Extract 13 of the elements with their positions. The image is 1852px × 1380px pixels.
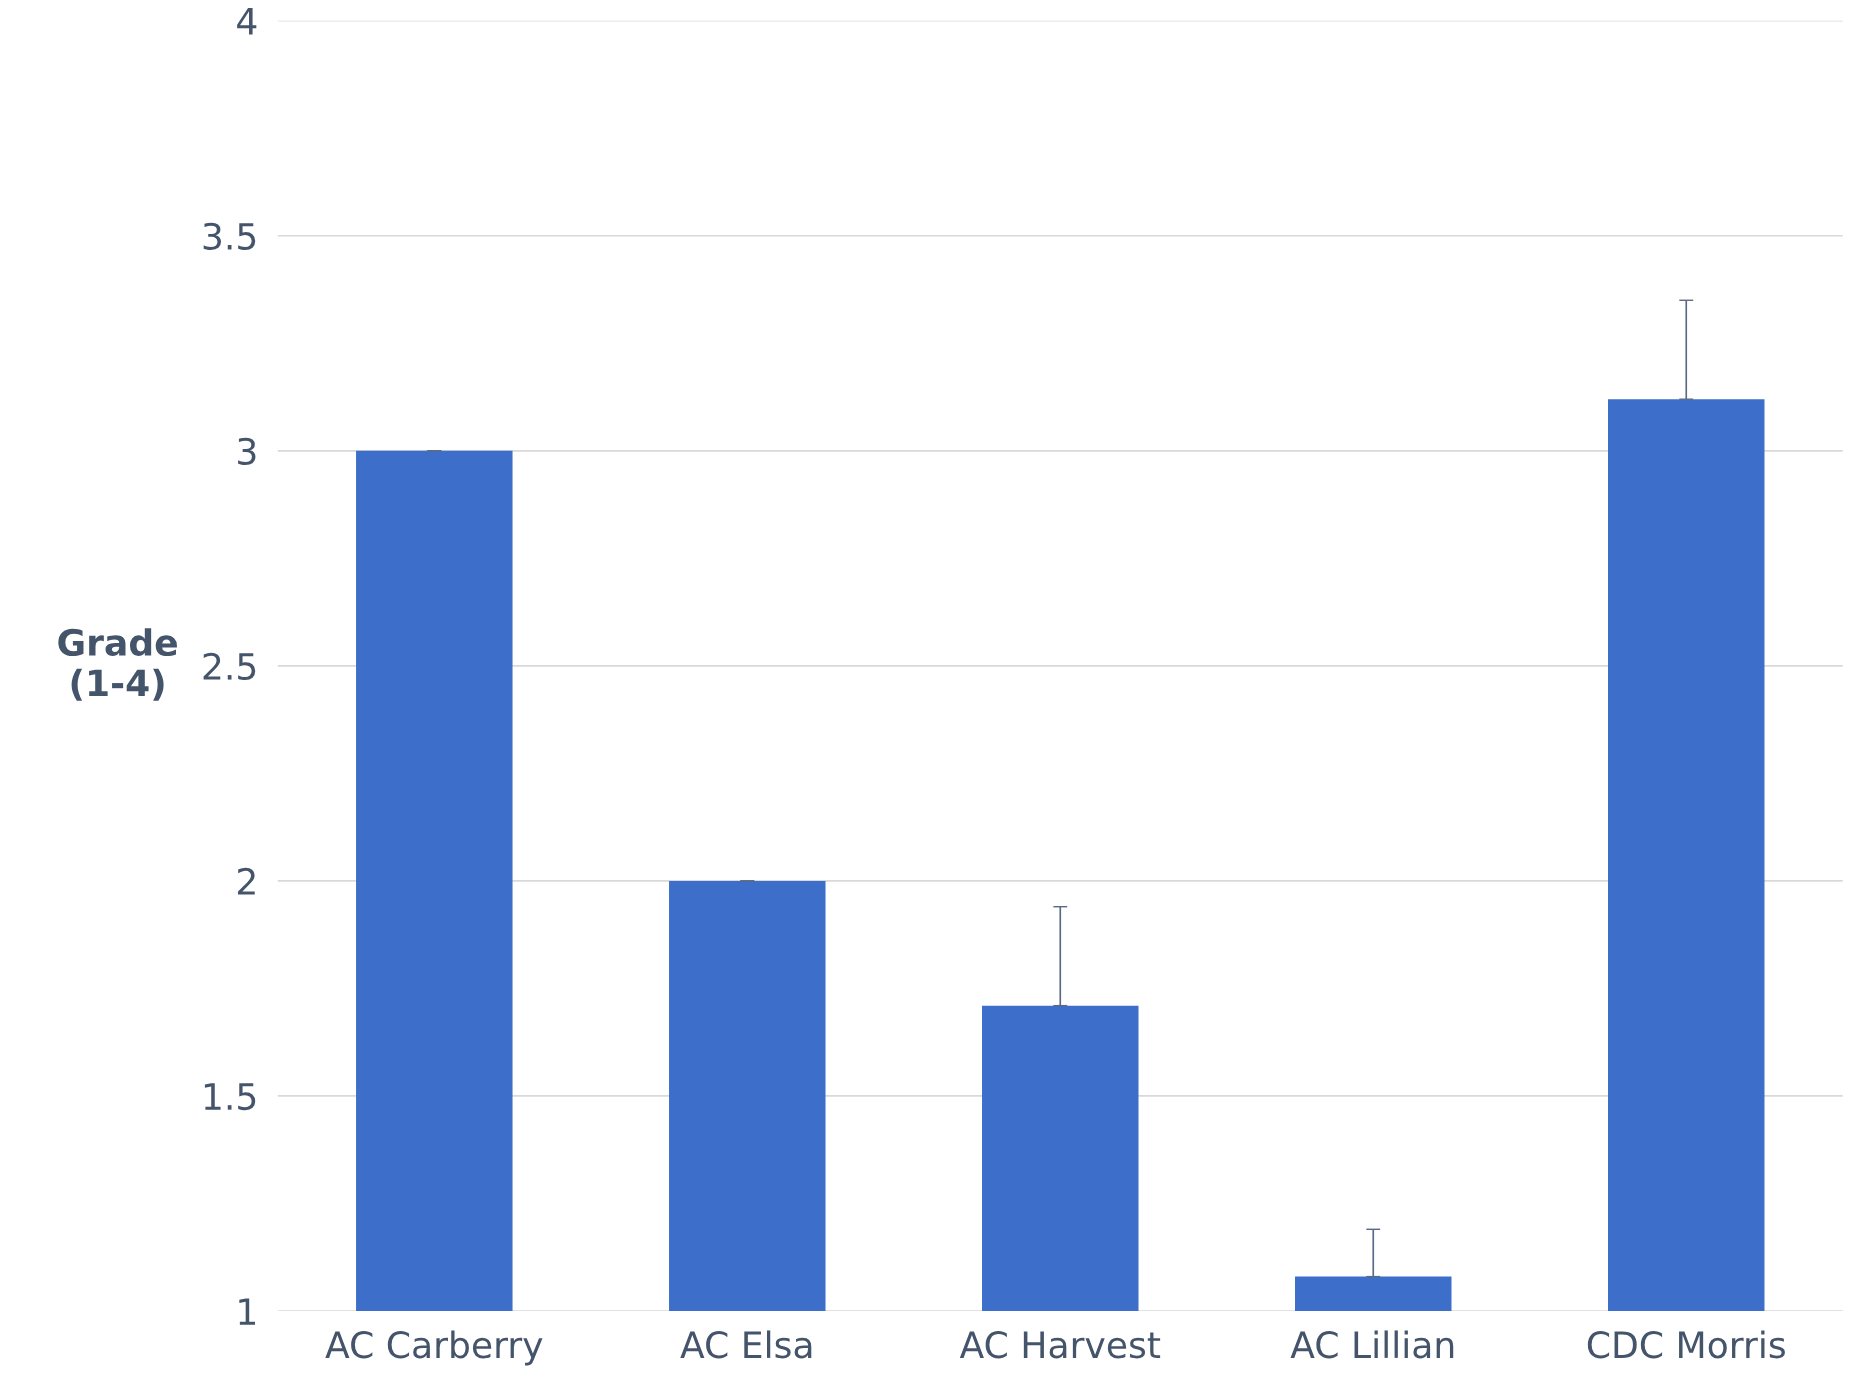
y-tick-label: 4	[237, 8, 257, 35]
x-tick-label: AC Lillian	[1290, 1330, 1454, 1359]
y-axis-title: Grade (1-4)	[58, 628, 177, 701]
y-tick-label: 2	[238, 867, 255, 895]
x-tick-label: AC Harvest	[959, 1331, 1161, 1359]
y-tick-label: 1.5	[204, 1083, 256, 1111]
y-tick-label: 1	[239, 1298, 256, 1325]
x-tick-label: AC Carberry	[325, 1330, 543, 1366]
y-tick-label: 2.5	[203, 652, 256, 681]
x-tick-label: AC Elsa	[680, 1330, 812, 1359]
x-tick-label: CDC Morris	[1587, 1330, 1785, 1359]
y-tick-label: 3.5	[203, 222, 256, 250]
y-tick-label: 3	[238, 437, 256, 466]
